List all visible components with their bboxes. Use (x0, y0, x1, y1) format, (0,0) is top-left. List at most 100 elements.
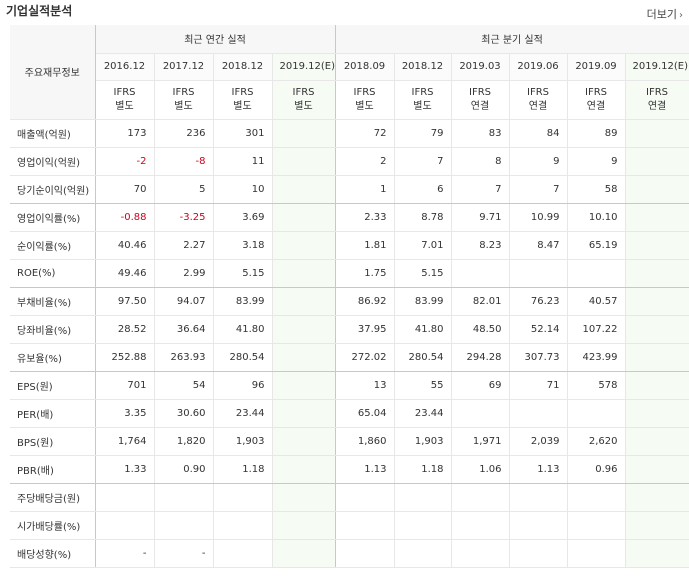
row-label: EPS(원) (10, 371, 96, 400)
quarter-value-cell (625, 231, 689, 260)
more-label: 더보기 (646, 8, 677, 21)
quarter-standard-header: IFRS 연결 (567, 80, 626, 120)
quarter-period-header: 2019.09 (567, 53, 626, 81)
quarter-period-header: 2019.06 (509, 53, 568, 81)
annual-period-header: 2017.12 (154, 53, 214, 81)
row-label: 영업이익률(%) (10, 203, 96, 232)
annual-value-cell (272, 539, 336, 568)
quarter-group-header: 최근 분기 실적 (335, 25, 689, 54)
quarter-value-cell: 1.75 (335, 259, 395, 288)
quarter-value-cell (451, 511, 510, 540)
quarter-period-header: 2018.12 (394, 53, 452, 81)
quarter-value-cell (625, 119, 689, 148)
row-label: BPS(원) (10, 427, 96, 456)
annual-value-cell: 263.93 (154, 343, 214, 372)
standard-label: IFRS (585, 86, 607, 98)
table-row: 순이익률(%) 40.46 2.27 3.18 1.81 7.01 8.23 8.47 65.1… (10, 231, 689, 260)
standard-label: IFRS (469, 86, 491, 98)
row-label: 배당성향(%) (10, 539, 96, 568)
quarter-value-cell: 1.13 (509, 455, 568, 484)
table-row: 매출액(억원) 173 236 301 72 79 83 84 89 (10, 119, 689, 148)
quarter-value-cell: 82.01 (451, 287, 510, 316)
quarter-value-cell (567, 511, 626, 540)
quarter-value-cell (509, 511, 568, 540)
quarter-value-cell: 41.80 (394, 315, 452, 344)
quarter-value-cell (451, 483, 510, 512)
quarter-value-cell: 7.01 (394, 231, 452, 260)
row-label: 당기순이익(억원) (10, 175, 96, 204)
scope-label: 별도 (355, 100, 374, 112)
annual-value-cell (272, 231, 336, 260)
annual-value-cell: 3.18 (213, 231, 273, 260)
annual-value-cell: 2.27 (154, 231, 214, 260)
quarter-value-cell (625, 399, 689, 428)
quarter-value-cell: 89 (567, 119, 626, 148)
quarter-value-cell: 1,860 (335, 427, 395, 456)
quarter-value-cell: 1.18 (394, 455, 452, 484)
table-row: 영업이익(억원) -2 -8 11 2 7 8 9 9 (10, 147, 689, 176)
quarter-value-cell (509, 259, 568, 288)
annual-value-cell: 3.35 (95, 399, 155, 428)
table-row: 당기순이익(억원) 70 5 10 1 6 7 7 58 (10, 175, 689, 204)
financial-summary-table: 주요재무정보 최근 연간 실적 최근 분기 실적 2016.12 2017.12 2018… (10, 25, 689, 568)
quarter-value-cell: 307.73 (509, 343, 568, 372)
scope-label: 별도 (413, 100, 432, 112)
annual-value-cell (272, 147, 336, 176)
quarter-value-cell: 272.02 (335, 343, 395, 372)
quarter-value-cell (451, 539, 510, 568)
quarter-value-cell: 1,903 (394, 427, 452, 456)
annual-value-cell: 49.46 (95, 259, 155, 288)
annual-standard-header: IFRS 별도 (213, 80, 273, 120)
standard-label: IFRS (646, 86, 669, 98)
scope-label: 별도 (233, 100, 252, 112)
quarter-value-cell: 2 (335, 147, 395, 176)
quarter-value-cell: 423.99 (567, 343, 626, 372)
quarter-value-cell (509, 399, 568, 428)
quarter-value-cell: 58 (567, 175, 626, 204)
annual-value-cell (213, 511, 273, 540)
quarter-value-cell: 72 (335, 119, 395, 148)
quarter-value-cell: 9.71 (451, 203, 510, 232)
table-row: PBR(배) 1.33 0.90 1.18 1.13 1.18 1.06 1.13 0.96 (10, 455, 689, 484)
annual-value-cell (272, 203, 336, 232)
annual-value-cell (272, 259, 336, 288)
annual-value-cell: 5 (154, 175, 214, 204)
quarter-value-cell (625, 259, 689, 288)
quarter-standard-header: IFRS 별도 (335, 80, 395, 120)
chevron-right-icon: › (679, 10, 683, 21)
row-label: 당좌비율(%) (10, 315, 96, 344)
quarter-value-cell: 294.28 (451, 343, 510, 372)
quarter-value-cell (335, 483, 395, 512)
quarter-value-cell: 1.13 (335, 455, 395, 484)
annual-value-cell: 3.69 (213, 203, 273, 232)
table-row: PER(배) 3.35 30.60 23.44 65.04 23.44 (10, 399, 689, 428)
quarter-value-cell (625, 147, 689, 176)
section-header: 기업실적분석 더보기 › (0, 0, 689, 24)
annual-value-cell (272, 371, 336, 400)
annual-value-cell: 94.07 (154, 287, 214, 316)
quarter-value-cell: 55 (394, 371, 452, 400)
row-label: 주당배당금(원) (10, 483, 96, 512)
quarter-value-cell: 69 (451, 371, 510, 400)
standard-label: IFRS (527, 86, 549, 98)
annual-value-cell (272, 119, 336, 148)
quarter-value-cell: 0.96 (567, 455, 626, 484)
row-label: PBR(배) (10, 455, 96, 484)
quarter-value-cell (567, 483, 626, 512)
annual-value-cell: 1,903 (213, 427, 273, 456)
more-link[interactable]: 더보기 › (647, 6, 683, 22)
annual-group-header: 최근 연간 실적 (95, 25, 336, 54)
annual-value-cell: 1.33 (95, 455, 155, 484)
table-row: 유보율(%) 252.88 263.93 280.54 272.02 280.54 294.… (10, 343, 689, 372)
row-label: 유보율(%) (10, 343, 96, 372)
annual-value-cell: 11 (213, 147, 273, 176)
quarter-value-cell: 65.19 (567, 231, 626, 260)
scope-label: 연결 (586, 100, 606, 112)
quarter-value-cell: 7 (509, 175, 568, 204)
annual-standard-header: IFRS 별도 (272, 80, 336, 120)
quarter-value-cell: 52.14 (509, 315, 568, 344)
quarter-value-cell (567, 399, 626, 428)
annual-value-cell: 252.88 (95, 343, 155, 372)
annual-value-cell (272, 427, 336, 456)
annual-value-cell: 54 (154, 371, 214, 400)
